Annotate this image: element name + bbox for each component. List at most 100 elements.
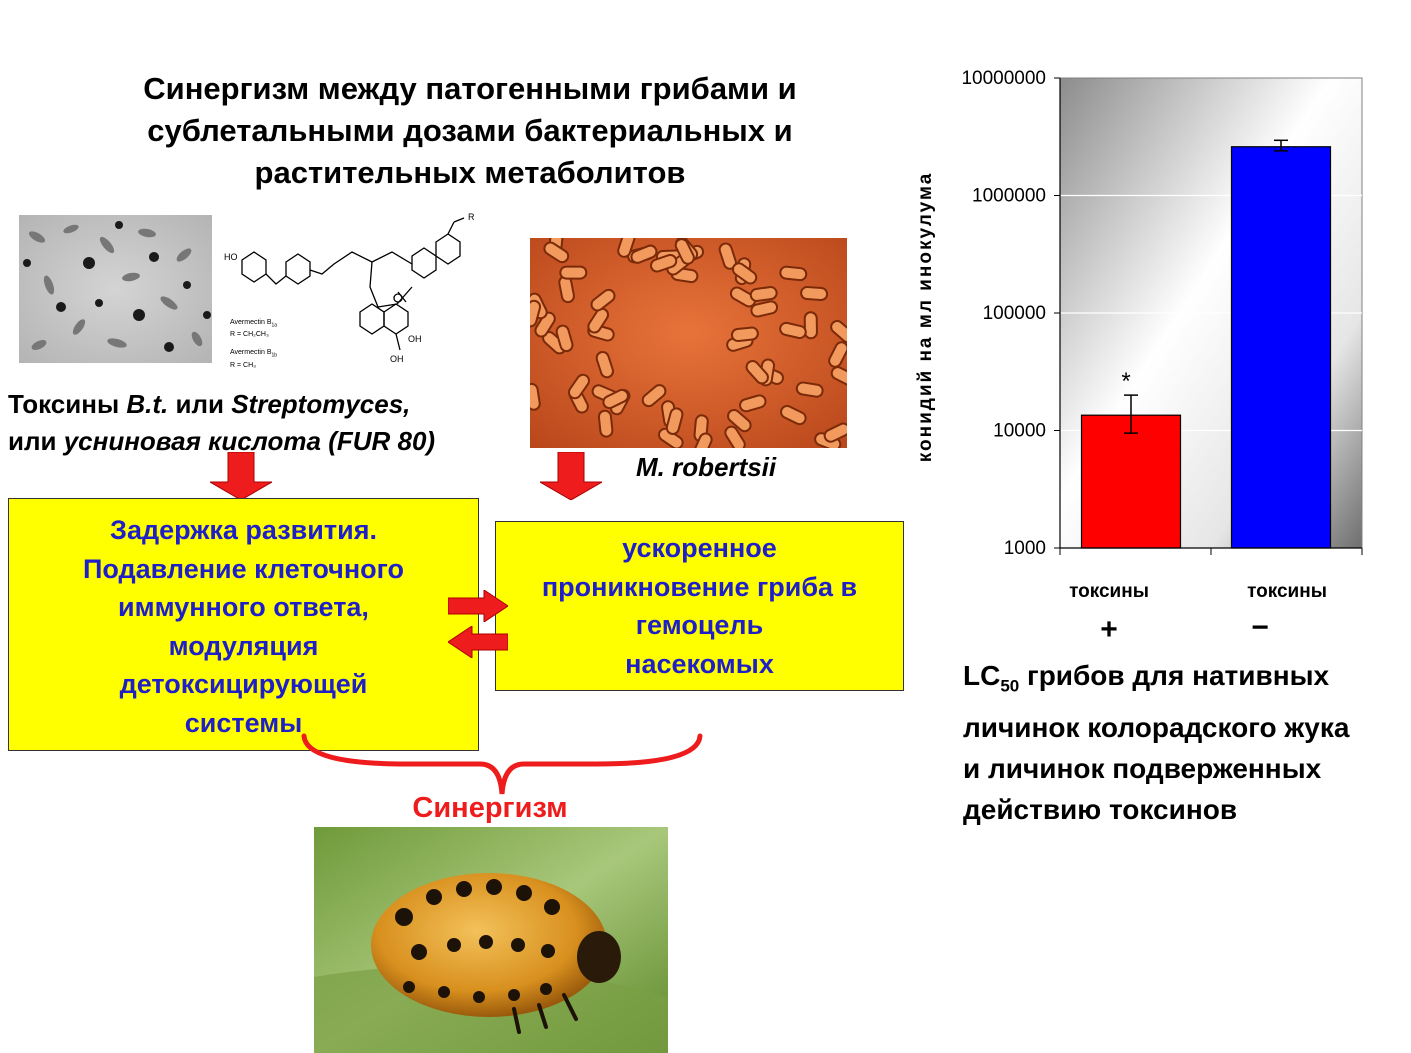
- chart-caption-line1: грибов для нативных: [1019, 660, 1330, 691]
- toxins-caption-part1: Токсины: [8, 389, 127, 419]
- molecule-label-ho: HO: [224, 252, 238, 262]
- chart-y-tick-label: 1000: [1004, 538, 1046, 559]
- spore: [830, 319, 847, 344]
- chart-caption-sub: 50: [1000, 676, 1020, 696]
- spore: [674, 238, 695, 265]
- spore: [750, 300, 779, 318]
- spore: [530, 382, 541, 411]
- spore: [803, 311, 818, 340]
- chart-significance-star: *: [1121, 368, 1130, 395]
- toxins-caption-bt: B.t.: [126, 389, 169, 419]
- toxins-caption: Токсины B.t. или Streptomyces, или уснин…: [8, 386, 548, 460]
- chart-sign-plus: +: [1100, 613, 1118, 646]
- box-left-line5: детоксицирующей: [119, 669, 368, 699]
- chart-y-tick-label: 100000: [983, 303, 1046, 324]
- slide-title: Синергизм между патогенными грибами и су…: [143, 71, 797, 190]
- spore: [559, 265, 588, 280]
- chart-caption-line4: действию токсинов: [963, 793, 1238, 825]
- spore: [731, 262, 758, 285]
- spore: [543, 241, 570, 264]
- spore: [718, 242, 737, 270]
- spore: [595, 350, 614, 379]
- box-right-line4: насекомых: [625, 648, 774, 679]
- box-right-line2: проникновение гриба в: [541, 571, 858, 602]
- avermectin-structure: R HO OH OH Avermectin B1a R = CH₂CH₃ Ave…: [222, 212, 522, 372]
- box-left-line1: Задержка развития.: [110, 515, 377, 545]
- spore: [555, 324, 574, 353]
- spore: [567, 373, 590, 400]
- chart-sign-minus: −: [1251, 611, 1269, 644]
- avermectin-b1a-sub: 1a: [271, 322, 278, 329]
- spore: [800, 286, 829, 302]
- box-right-line3: гемоцель: [635, 610, 764, 640]
- chart-caption-lc: LC: [963, 660, 1001, 691]
- development-delay-box: Задержка развития. Подавление клеточного…: [8, 498, 479, 751]
- spore: [530, 299, 542, 328]
- toxins-caption-or: или: [168, 389, 232, 419]
- spore: [665, 407, 684, 435]
- spore: [828, 341, 847, 368]
- spore: [830, 366, 847, 387]
- spore: [617, 238, 636, 258]
- synergy-label: Синергизм: [412, 792, 568, 824]
- arrow-down-right-icon: [540, 452, 602, 500]
- spore: [630, 244, 658, 264]
- spore: [534, 311, 556, 338]
- chart-caption-line3: и личинок подверженных: [963, 752, 1322, 784]
- chart-category-label-1: токсины: [1069, 581, 1149, 602]
- chart-bar-2: [1230, 146, 1332, 549]
- spore: [779, 265, 808, 282]
- spore: [749, 286, 778, 302]
- spore: [780, 405, 807, 426]
- spore: [590, 288, 616, 312]
- avermectin-b1a-r: R = CH₂CH₃: [230, 331, 269, 339]
- molecule-label-oh-bottom: OH: [390, 354, 404, 364]
- spore: [650, 253, 678, 273]
- spore: [729, 286, 757, 308]
- fungal-conidia-micrograph: [530, 238, 847, 448]
- fungal-penetration-box: ускоренное проникновение гриба в гемоцел…: [495, 521, 904, 691]
- colorado-beetle-larva-photo: [314, 827, 668, 1053]
- chart-caption-line2: личинок колорадского жука: [963, 711, 1350, 743]
- arrow-right-icon: [448, 590, 508, 622]
- box-left-line6: системы: [184, 707, 303, 738]
- spore: [795, 381, 824, 398]
- spore: [597, 409, 614, 438]
- spore: [745, 360, 769, 385]
- box-right-line1: ускоренное: [622, 533, 777, 563]
- spore: [727, 409, 752, 433]
- molecule-label-oh-top: OH: [408, 334, 422, 344]
- avermectin-b1b-sub: 1b: [271, 352, 278, 359]
- spore: [730, 326, 759, 342]
- spore: [602, 388, 629, 410]
- box-left-line2: Подавление клеточного: [82, 553, 405, 584]
- lc50-bar-chart: 10000000 1000000 100000 10000 1000 * конидий…: [915, 68, 1363, 646]
- chart-y-tick-label: 1000000: [972, 186, 1046, 207]
- chart-caption: LC50 грибов для нативных личинок колорад…: [963, 655, 1408, 830]
- toxins-caption-usnic: усниновая кислота (FUR 80): [63, 426, 436, 456]
- synergy-brace-icon: [301, 733, 703, 795]
- chart-bar-1: [1080, 414, 1182, 549]
- arrow-left-icon: [448, 626, 508, 658]
- molecule-label-r: R: [468, 212, 475, 222]
- spore: [641, 384, 667, 408]
- spore: [724, 425, 746, 448]
- spore: [823, 422, 847, 443]
- box-left-line3: иммунного ответа,: [118, 592, 369, 622]
- avermectin-b1b-label: Avermectin B: [230, 349, 272, 357]
- bacteria-micrograph: [19, 215, 212, 363]
- spore: [779, 321, 807, 340]
- spore: [739, 394, 767, 413]
- avermectin-b1b-r: R = CH₃: [230, 361, 256, 369]
- chart-y-axis-label: конидий на мл инокулума: [915, 172, 936, 463]
- fungus-caption: M. robertsii: [636, 452, 777, 482]
- box-left-line4: модуляция: [168, 630, 319, 661]
- arrow-down-left-icon: [210, 452, 272, 500]
- toxins-caption-streptomyces: Streptomyces,: [231, 389, 411, 419]
- chart-y-tick-label: 10000: [993, 421, 1046, 442]
- spore: [692, 432, 713, 448]
- spore: [587, 307, 610, 334]
- chart-y-tick-label: 10000000: [961, 68, 1046, 89]
- toxins-caption-or2: или: [8, 426, 64, 456]
- avermectin-b1a-label: Avermectin B: [230, 319, 272, 326]
